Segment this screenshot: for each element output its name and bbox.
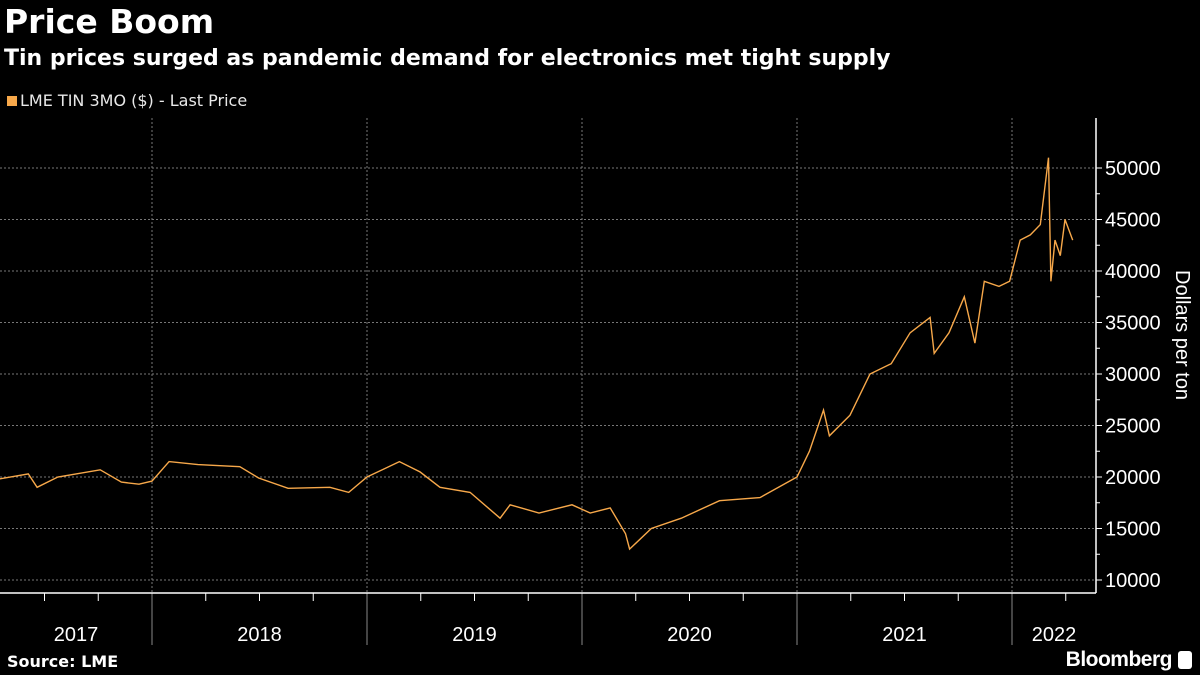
y-tick-label: 25000 bbox=[1105, 416, 1161, 438]
y-axis-title: Dollars per ton bbox=[1171, 270, 1193, 400]
x-tick-label: 2017 bbox=[54, 624, 99, 646]
x-tick-label: 2020 bbox=[667, 624, 712, 646]
legend-label: LME TIN 3MO ($) - Last Price bbox=[20, 91, 248, 110]
y-tick-label: 50000 bbox=[1105, 158, 1161, 180]
axes bbox=[0, 118, 1102, 645]
series-line bbox=[0, 157, 1074, 551]
brand-name: Bloomberg bbox=[1065, 648, 1173, 671]
y-tick-label: 35000 bbox=[1105, 313, 1161, 335]
bloomberg-chart-icon bbox=[1178, 651, 1192, 669]
x-tick-labels: 2017 2018 2019 2020 2021 2022 bbox=[54, 624, 1077, 646]
chart-title: Price Boom bbox=[4, 2, 215, 41]
y-tick-label: 30000 bbox=[1105, 364, 1161, 386]
y-tick-label: 15000 bbox=[1105, 519, 1161, 541]
y-tick-labels: 10000 15000 20000 25000 30000 35000 40000 45000… bbox=[1105, 158, 1161, 592]
x-tick-label: 2021 bbox=[882, 624, 927, 646]
x-tick-label: 2022 bbox=[1032, 624, 1077, 646]
chart-subtitle: Tin prices surged as pandemic demand for… bbox=[4, 46, 891, 71]
source-note: Source: LME bbox=[7, 652, 119, 671]
y-tick-label: 20000 bbox=[1105, 467, 1161, 489]
y-tick-label: 40000 bbox=[1105, 261, 1161, 283]
x-tick-label: 2019 bbox=[452, 624, 497, 646]
bloomberg-logo: Bloomberg bbox=[1066, 648, 1192, 672]
y-tick-label: 45000 bbox=[1105, 210, 1161, 232]
y-tick-label: 10000 bbox=[1105, 570, 1161, 592]
gridlines bbox=[0, 118, 1096, 593]
x-tick-label: 2018 bbox=[237, 624, 282, 646]
legend-swatch bbox=[7, 95, 17, 106]
legend: LME TIN 3MO ($) - Last Price bbox=[7, 91, 247, 110]
